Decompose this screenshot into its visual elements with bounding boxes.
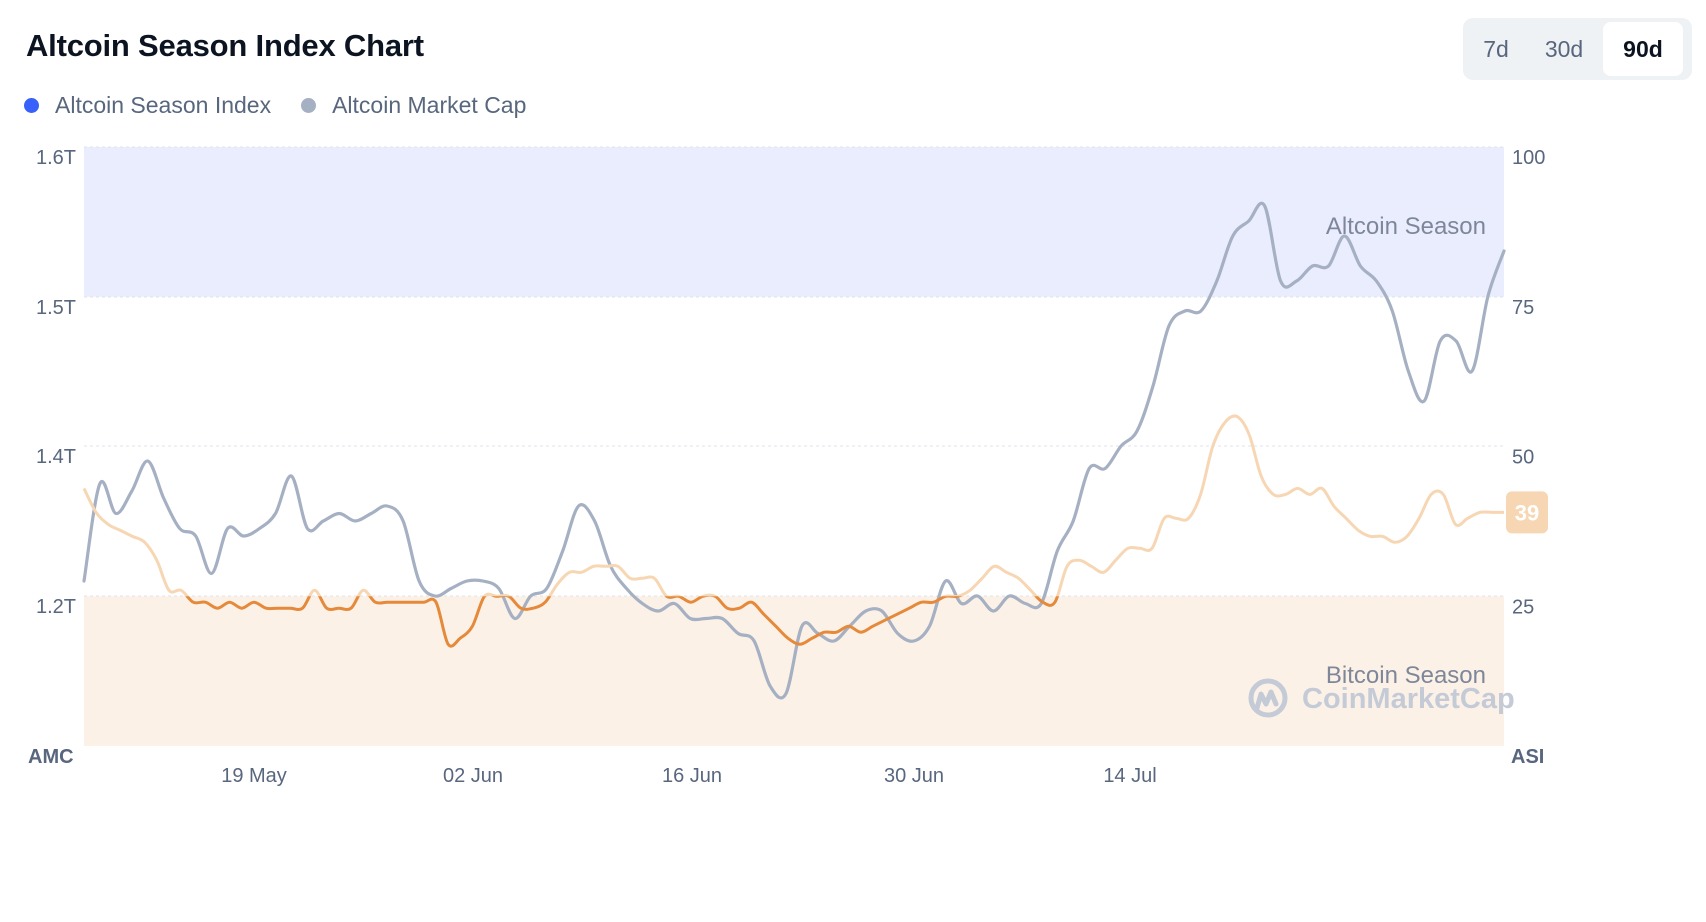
current-value-badge: 39 xyxy=(1506,491,1548,534)
right-axis-label: ASI xyxy=(1511,746,1544,768)
right-axis-tick-1: 75 xyxy=(1512,297,1534,319)
altcoin-season-label: Altcoin Season xyxy=(1326,213,1486,240)
left-axis-label: AMC xyxy=(28,746,74,768)
right-axis-tick-0: 100 xyxy=(1512,147,1545,169)
left-axis-tick-3: 1.2T xyxy=(36,596,76,618)
left-axis-tick-0: 1.6T xyxy=(36,147,76,169)
range-30d-button[interactable]: 30d xyxy=(1544,35,1584,62)
axes: 1.6T 1.5T 1.4T 1.2T 100 75 50 25 AMC ASI 19 May 02 … xyxy=(28,147,1545,787)
x-tick-3: 30 Jun xyxy=(884,765,944,787)
season-index-line-lower xyxy=(185,596,1060,648)
chart-legend: Altcoin Season Index Altcoin Market Cap xyxy=(24,92,526,119)
season-index-line-upper xyxy=(82,414,1504,597)
cmc-logo-wave xyxy=(1254,689,1279,711)
current-value-badge-text: 39 xyxy=(1515,500,1539,525)
current-value-badge-bg xyxy=(1506,491,1548,534)
legend-item-altcoin-season-index[interactable]: Altcoin Season Index xyxy=(24,92,271,119)
cmc-logo-icon xyxy=(1248,678,1288,718)
legend-dot-index xyxy=(24,98,39,113)
x-tick-0: 19 May xyxy=(221,765,287,787)
altcoin-season-zone xyxy=(84,147,1504,297)
chart-title: Altcoin Season Index Chart xyxy=(26,28,424,63)
left-axis-tick-1: 1.5T xyxy=(36,297,76,319)
legend-label-index: Altcoin Season Index xyxy=(55,92,272,118)
bitcoin-season-zone xyxy=(84,596,1504,746)
x-tick-4: 14 Jul xyxy=(1103,765,1156,787)
legend-item-altcoin-market-cap[interactable]: Altcoin Market Cap xyxy=(301,92,526,119)
range-90d-button[interactable]: 90d xyxy=(1603,22,1683,76)
left-axis-tick-2: 1.4T xyxy=(36,446,76,468)
coinmarketcap-watermark: CoinMarketCap xyxy=(1248,678,1515,718)
market-cap-line xyxy=(82,201,1506,700)
legend-dot-market-cap xyxy=(301,98,317,113)
legend-label-market-cap: Altcoin Market Cap xyxy=(332,92,527,118)
series-layer xyxy=(82,201,1506,700)
time-range-selector: 7d 30d 90d xyxy=(1463,18,1692,80)
right-axis-tick-2: 50 xyxy=(1512,447,1534,469)
range-7d-button[interactable]: 7d xyxy=(1483,35,1509,62)
right-axis-tick-3: 25 xyxy=(1512,596,1534,618)
x-tick-1: 02 Jun xyxy=(443,765,503,787)
bitcoin-season-label: Bitcoin Season xyxy=(1326,662,1486,689)
cmc-watermark-text: CoinMarketCap xyxy=(1302,683,1515,715)
x-tick-2: 16 Jun xyxy=(662,765,722,787)
